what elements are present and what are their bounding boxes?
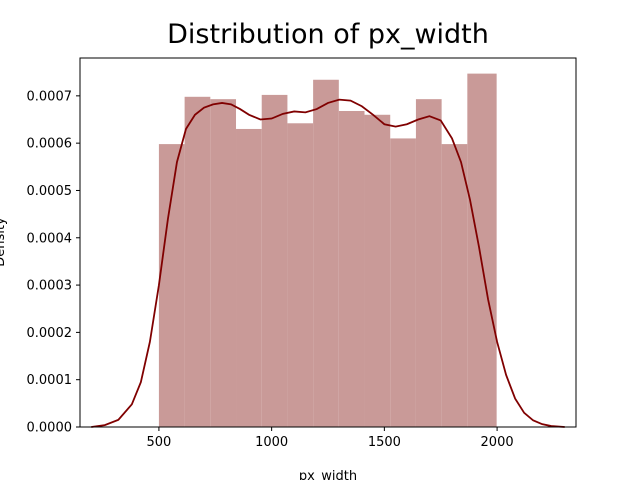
histogram-bar <box>390 138 416 427</box>
histogram-bar <box>236 128 262 427</box>
y-tick-label: 0.0002 <box>27 326 73 341</box>
x-axis-ticks: 500 1000 1500 2000 <box>146 427 514 450</box>
histogram-bar <box>210 99 237 428</box>
histogram-bar <box>158 144 185 427</box>
x-axis-label: px_width <box>299 469 357 480</box>
histogram-bar <box>338 110 365 427</box>
y-axis-label: Density <box>0 217 8 267</box>
y-axis-ticks: 0.0000 0.0001 0.0002 0.0003 0.0004 0.0005 0.00… <box>27 89 80 436</box>
y-tick-label: 0.0003 <box>27 279 73 294</box>
histogram-bar <box>184 96 211 428</box>
chart-title: Distribution of px_width <box>167 19 489 50</box>
y-tick-label: 0.0000 <box>27 421 73 436</box>
histogram-bar <box>415 99 442 428</box>
histogram-bar <box>261 94 288 428</box>
y-tick-label: 0.0005 <box>27 184 73 199</box>
histogram-bar <box>287 123 314 428</box>
plot-frame <box>79 57 577 428</box>
histogram-bar <box>441 144 468 427</box>
x-tick-label: 1000 <box>255 435 288 450</box>
x-tick-label: 1500 <box>368 435 401 450</box>
y-tick-label: 0.0004 <box>27 231 73 246</box>
x-tick-label: 2000 <box>481 435 514 450</box>
y-tick-label: 0.0007 <box>27 89 73 104</box>
histogram-bar <box>313 79 339 427</box>
histogram-bars <box>158 73 497 428</box>
x-tick-label: 500 <box>146 435 171 450</box>
y-tick-label: 0.0001 <box>27 373 73 388</box>
kde-curve <box>91 98 565 428</box>
histogram-bar <box>467 73 497 427</box>
y-tick-label: 0.0006 <box>27 137 73 152</box>
histogram-bar <box>364 114 391 428</box>
